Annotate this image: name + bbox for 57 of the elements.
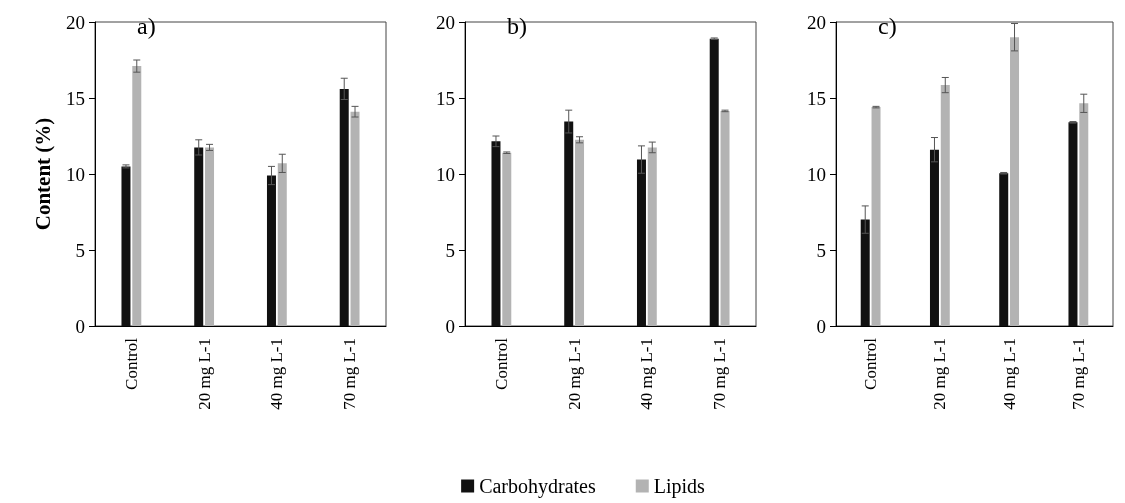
y-tick-label: 0 <box>75 315 85 337</box>
bar <box>999 173 1009 326</box>
x-tick-label: 20 mg L-1 <box>564 338 584 410</box>
x-tick-label: Control <box>121 337 141 390</box>
bar <box>350 111 360 326</box>
y-tick-label: 15 <box>436 87 455 109</box>
bar <box>266 175 276 326</box>
x-tick-label: 40 mg L-1 <box>999 338 1019 410</box>
legend-label: Carbohydrates <box>479 475 596 498</box>
y-tick-label: 20 <box>436 11 455 33</box>
bar <box>121 166 131 326</box>
bar <box>564 121 574 326</box>
legend-label: Lipids <box>653 475 706 498</box>
y-tick-label: 15 <box>807 87 826 109</box>
y-tick-label: 0 <box>445 315 455 337</box>
bar <box>647 147 657 326</box>
x-tick-label: 70 mg L-1 <box>340 338 360 410</box>
annotation: c) <box>878 13 897 39</box>
annotation: b) <box>507 13 527 39</box>
bar <box>929 149 939 326</box>
bar <box>491 141 501 326</box>
y-tick-label: 0 <box>816 315 826 337</box>
bar <box>277 163 287 326</box>
x-tick-label: 70 mg L-1 <box>710 338 730 410</box>
y-tick-label: 10 <box>66 163 85 185</box>
bar <box>720 110 730 326</box>
x-tick-label: Control <box>861 337 881 390</box>
y-tick-label: 5 <box>816 239 826 261</box>
y-tick-label: 15 <box>66 87 85 109</box>
bar <box>194 147 204 326</box>
x-tick-label: 20 mg L-1 <box>930 338 950 410</box>
y-axis-title: Content (%) <box>30 117 55 231</box>
bar <box>205 147 215 326</box>
bar <box>1079 103 1089 326</box>
x-tick-label: 20 mg L-1 <box>194 338 214 410</box>
y-tick-label: 10 <box>807 163 826 185</box>
bar <box>575 139 585 326</box>
bar <box>502 152 512 326</box>
bar <box>709 38 719 326</box>
bar <box>339 88 349 326</box>
y-tick-label: 20 <box>66 11 85 33</box>
y-tick-label: 5 <box>445 239 455 261</box>
x-tick-label: 40 mg L-1 <box>267 338 287 410</box>
bar <box>860 219 870 326</box>
x-tick-label: Control <box>491 337 511 390</box>
annotation: a) <box>137 13 156 39</box>
x-tick-label: 70 mg L-1 <box>1068 338 1088 410</box>
bar <box>871 107 881 326</box>
x-tick-label: 40 mg L-1 <box>637 338 657 410</box>
bar <box>132 66 142 326</box>
bar <box>1068 122 1078 326</box>
bar <box>940 85 950 326</box>
bar <box>1010 37 1020 326</box>
y-tick-label: 5 <box>75 239 85 261</box>
y-tick-label: 20 <box>807 11 826 33</box>
bar <box>636 159 646 326</box>
y-tick-label: 10 <box>436 163 455 185</box>
